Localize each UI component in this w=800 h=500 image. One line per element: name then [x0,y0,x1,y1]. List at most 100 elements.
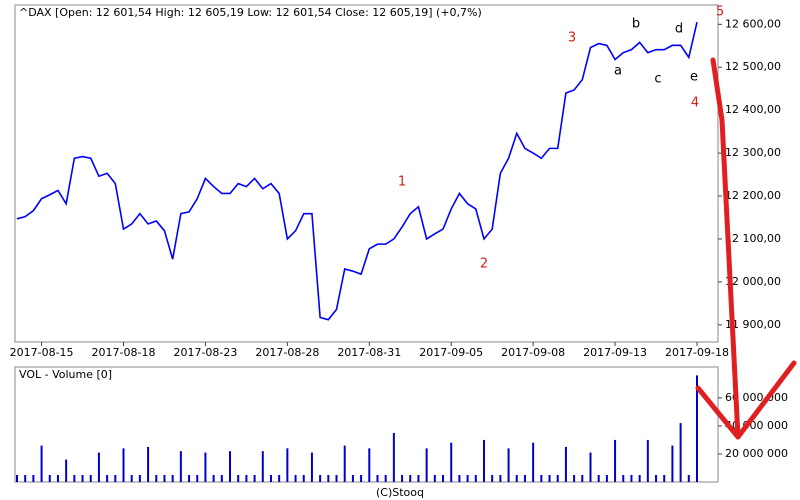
volume-bar [130,474,133,482]
volume-bar [179,451,182,482]
volume-bar [540,474,543,482]
x-tick-label: 2017-08-28 [255,346,319,359]
volume-bar [646,439,649,482]
volume-bar [360,474,363,482]
volume-bar [237,474,240,482]
volume-bar [655,474,658,482]
volume-bar [532,442,535,482]
volume-bar [597,474,600,482]
y-tick-label: 12 100,00 [725,232,781,245]
volume-bar [155,474,158,482]
x-tick-label: 2017-09-13 [583,346,647,359]
volume-bar [564,446,567,482]
volume-bar [188,474,191,482]
volume-bar [622,474,625,482]
annotation: c [654,72,661,87]
volume-bar [671,445,674,482]
volume-bar [278,474,281,482]
annotation: b [632,17,640,32]
y-tick-label: 40 000 000 [725,419,788,432]
volume-bar [286,448,289,482]
volume-bar [220,474,223,482]
volume-bar [106,474,109,482]
volume-bar [605,474,608,482]
volume-bar [65,459,68,482]
volume-bar [122,448,125,482]
volume-title: VOL - Volume [0] [19,368,112,381]
volume-bar [523,474,526,482]
y-tick-label: 12 400,00 [725,103,781,116]
annotation: e [690,70,698,85]
volume-bar [97,452,100,482]
volume-bar [56,474,59,482]
y-tick-label: 12 500,00 [725,60,781,73]
annotation: d [675,22,683,37]
volume-bar [351,474,354,482]
annotation: 3 [568,31,576,46]
volume-bar [229,451,232,482]
volume-bar [343,445,346,482]
x-tick-label: 2017-09-08 [501,346,565,359]
annotation: 5 [716,5,724,20]
x-tick-label: 2017-09-18 [665,346,729,359]
volume-bar [138,474,141,482]
volume-bar [696,375,698,482]
volume-bar [556,474,559,482]
volume-bar [24,474,27,482]
volume-bar [466,474,469,482]
volume-bar [253,474,256,482]
volume-bar [614,439,617,482]
price-line [16,21,698,321]
annotation: 4 [691,96,699,111]
volume-bar [16,474,18,482]
y-tick-label: 20 000 000 [725,447,788,460]
chart-title: ^DAX [Open: 12 601,54 High: 12 605,19 Lo… [19,6,482,19]
volume-bar [302,474,305,482]
volume-bar [368,448,371,482]
x-tick-label: 2017-08-23 [173,346,237,359]
volume-bar [147,446,150,482]
arrow [695,360,797,440]
volume-bar [630,474,633,482]
volume-bar [327,474,330,482]
volume-bar [638,474,641,482]
price-panel [14,4,719,343]
volume-bar [384,474,387,482]
volume-bar [458,474,461,482]
annotation: a [614,64,622,79]
volume-bar [507,448,510,482]
volume-bar [425,448,428,482]
volume-bar [450,442,453,482]
volume-bar [335,474,338,482]
x-tick-label: 2017-09-05 [419,346,483,359]
volume-bar [212,474,215,482]
volume-bar [573,474,576,482]
x-tick-label: 2017-08-18 [92,346,156,359]
volume-bar [401,474,404,482]
volume-bar [409,474,412,482]
volume-bar [89,474,92,482]
volume-bar [515,474,518,482]
volume-bar [261,451,264,482]
volume-bar [294,474,297,482]
volume-bar [204,452,207,482]
y-tick-label: 12 000,00 [725,275,781,288]
volume-bar [171,474,174,482]
volume-bar [48,474,51,482]
volume-bar [474,474,477,482]
volume-bar [163,474,166,482]
volume-bar [196,474,199,482]
y-tick-label: 12 600,00 [725,17,781,30]
y-tick-label: 12 200,00 [725,189,781,202]
volume-bar [40,445,43,482]
volume-bar [81,474,84,482]
x-tick-label: 2017-08-31 [337,346,401,359]
volume-bar [319,474,322,482]
annotation: 2 [480,257,488,272]
footer: (C)Stooq [376,486,424,499]
x-tick-label: 2017-08-15 [10,346,74,359]
volume-bar [114,474,117,482]
volume-bar [442,474,445,482]
volume-bar [499,474,502,482]
